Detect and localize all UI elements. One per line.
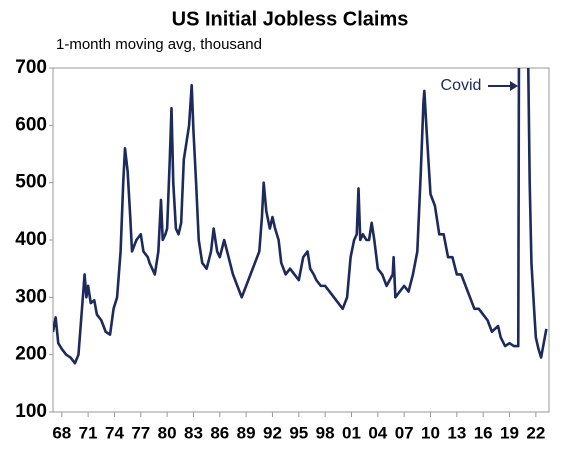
x-tick-label: 71 — [79, 423, 98, 442]
annotation: Covid — [441, 77, 482, 94]
x-tick-label: 77 — [131, 423, 150, 442]
x-tick-label: 74 — [105, 423, 124, 442]
plot-frame — [52, 67, 550, 413]
x-tick-label: 80 — [158, 423, 177, 442]
chart-title: US Initial Jobless Claims — [172, 8, 409, 30]
y-tick-label: 600 — [15, 114, 47, 135]
x-tick-label: 16 — [474, 423, 493, 442]
x-tick-label: 01 — [342, 423, 361, 442]
x-tick-label: 04 — [368, 423, 387, 442]
y-tick-label: 300 — [15, 286, 47, 307]
x-tick-label: 86 — [210, 423, 229, 442]
x-tick-label: 19 — [500, 423, 519, 442]
x-tick-label: 89 — [237, 423, 256, 442]
annotation-arrowhead — [510, 81, 518, 91]
y-tick-label: 400 — [15, 229, 47, 250]
y-tick-label: 100 — [15, 401, 47, 422]
x-tick-label: 13 — [447, 423, 466, 442]
x-tick-label: 10 — [421, 423, 440, 442]
x-tick-label: 98 — [316, 423, 335, 442]
chart-subtitle: 1-month moving avg, thousand — [56, 36, 262, 53]
y-tick-label: 700 — [15, 57, 47, 78]
y-tick-label: 500 — [15, 172, 47, 193]
series-line — [53, 68, 548, 365]
x-tick-label: 68 — [52, 423, 71, 442]
x-tick-label: 92 — [263, 423, 282, 442]
x-tick-label: 83 — [184, 423, 203, 442]
y-tick-label: 200 — [15, 344, 47, 365]
x-tick-label: 22 — [526, 423, 545, 442]
x-tick-label: 95 — [289, 423, 308, 442]
x-tick-label: 07 — [395, 423, 414, 442]
